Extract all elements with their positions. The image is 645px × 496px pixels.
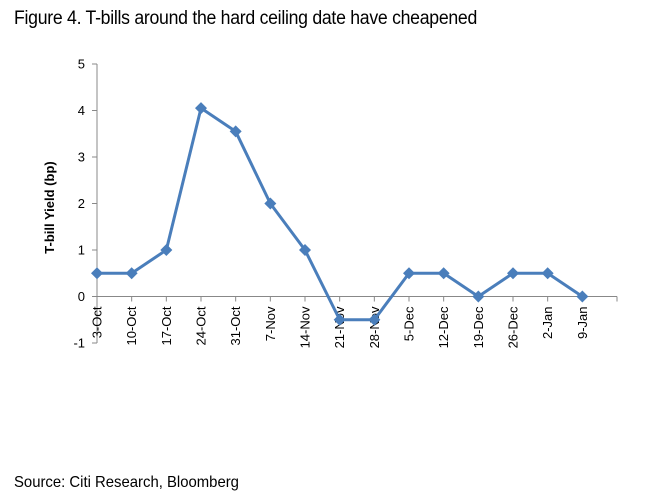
x-tick-label: 3-Oct — [90, 306, 105, 338]
x-tick-label: 21-Nov — [332, 306, 347, 348]
data-point-marker — [160, 244, 173, 256]
x-tick-label: 9-Jan — [575, 307, 590, 340]
data-point-marker — [91, 267, 103, 280]
x-tick-label: 5-Dec — [402, 306, 417, 341]
chart-title: Figure 4. T-bills around the hard ceilin… — [14, 8, 478, 29]
y-tick-label: 0 — [78, 289, 85, 304]
data-point-marker — [576, 290, 589, 303]
data-point-marker — [195, 102, 207, 115]
series-line — [97, 106, 584, 322]
y-axis-label: T-bill Yield (bp) — [42, 161, 57, 253]
data-point-marker — [368, 313, 381, 326]
data-point-marker — [507, 267, 519, 280]
data-point-marker — [299, 244, 311, 256]
y-tick-label: 1 — [78, 243, 85, 258]
x-tick-label: 10-Oct — [124, 306, 139, 345]
x-tick-label: 17-Oct — [159, 306, 174, 345]
x-tick-label: 26-Dec — [506, 306, 521, 348]
source-note: Source: Citi Research, Bloomberg — [14, 474, 239, 491]
y-tick-label: -1 — [73, 336, 85, 351]
data-point-marker — [541, 267, 554, 280]
data-point-marker — [437, 267, 450, 280]
data-point-marker — [125, 267, 138, 280]
series-group — [91, 102, 589, 326]
x-tick-label: 19-Dec — [471, 306, 486, 348]
data-point-marker — [333, 313, 346, 326]
data-point-marker — [264, 197, 277, 210]
y-tick-label: 4 — [78, 103, 85, 118]
x-tick-label: 12-Dec — [436, 306, 451, 348]
data-point-marker — [229, 125, 242, 138]
x-tick-label: 24-Oct — [194, 306, 209, 345]
y-tick-label: 3 — [78, 150, 85, 165]
y-axis-ticks: -1 0 1 2 3 4 5 — [73, 57, 97, 351]
data-point-marker — [403, 267, 415, 280]
x-tick-label: 31-Oct — [228, 306, 243, 345]
data-point-marker — [472, 290, 485, 303]
x-tick-label: 14-Nov — [298, 306, 313, 348]
x-axis-ticks: 3-Oct 10-Oct 17-Oct 24-Oct 31-Oct 7-Nov 14-Nov… — [90, 296, 618, 348]
x-tick-label: 2-Jan — [540, 307, 555, 340]
chart-axes — [96, 64, 617, 343]
y-tick-label: 2 — [78, 196, 85, 211]
x-tick-label: 7-Nov — [263, 306, 278, 341]
y-tick-label: 5 — [78, 57, 85, 72]
